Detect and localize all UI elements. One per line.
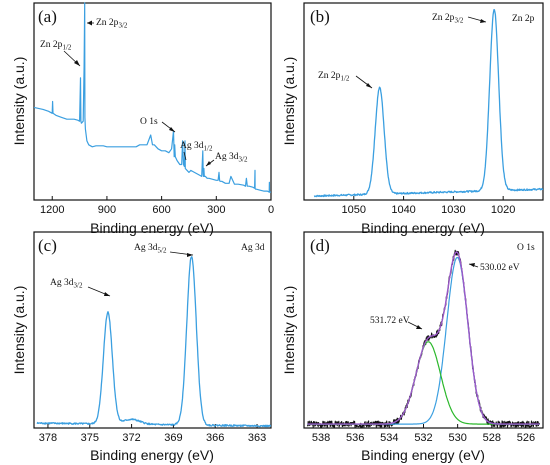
panel-c-annotation-ag3d32: Ag 3d3/2 bbox=[50, 278, 83, 290]
panel-a-series-line bbox=[33, 2, 271, 193]
panel-d-y-axis-label: Intensity (a.u.) bbox=[281, 286, 297, 375]
panel-c-y-axis-label: Intensity (a.u.) bbox=[11, 286, 27, 375]
panel-d-component-line-530.02 bbox=[307, 256, 540, 425]
panel-a-x-tick-label-3: 300 bbox=[207, 204, 225, 216]
panel-d-x-tick-label-6: 526 bbox=[517, 432, 535, 444]
panel-d-corner-label: O 1s bbox=[517, 243, 535, 253]
panel-c-annotation-ag3d52: Ag 3d5/2 bbox=[134, 243, 167, 255]
panel-a-arrowhead-ag3d32 bbox=[206, 161, 211, 166]
panel-c-arrowhead-ag3d52 bbox=[187, 253, 193, 257]
panel-b-zn2p-spectrum: 1050 1040 1030 1020 (b) Zn 2p Binding energ… bbox=[281, 2, 544, 236]
panel-c-x-ticks: 378 375 372 369 366 363 bbox=[39, 424, 266, 444]
panel-d-plot-frame bbox=[303, 231, 544, 429]
panel-c-x-tick-label-3: 369 bbox=[164, 432, 182, 444]
panel-d-o1s-spectrum: 538 536 534 532 530 528 526 (d) O 1s Binding e… bbox=[281, 231, 544, 463]
panel-d-x-tick-label-1: 536 bbox=[346, 432, 364, 444]
panel-b-x-ticks: 1050 1040 1030 1020 bbox=[342, 196, 515, 216]
panel-b-x-axis-label: Binding energy (eV) bbox=[361, 220, 485, 236]
panel-d-arrowhead-531 bbox=[416, 325, 422, 329]
panel-b-annotation-zn2p32: Zn 2p3/2 bbox=[432, 13, 464, 25]
panel-d-annotation-531: 531.72 eV bbox=[370, 316, 410, 326]
panel-d-x-axis-label: Binding energy (eV) bbox=[361, 447, 485, 463]
panel-d-x-tick-label-0: 538 bbox=[312, 432, 330, 444]
panel-b-spectrum-line bbox=[313, 8, 544, 198]
panel-a-x-axis-label: Binding energy (eV) bbox=[90, 220, 214, 236]
panel-a-y-axis-label: Intensity (a.u.) bbox=[11, 57, 27, 146]
panel-d-envelope-fit-line bbox=[307, 251, 540, 425]
panel-d-arrowhead-530 bbox=[469, 263, 475, 267]
panel-a-annotation-ag3d32: Ag 3d3/2 bbox=[215, 152, 248, 164]
panel-d-component-line-531.72 bbox=[307, 341, 540, 425]
panel-b-plot-frame bbox=[303, 2, 544, 201]
panel-a-arrowhead-o1s bbox=[169, 127, 175, 132]
panel-c-spectrum-line bbox=[36, 256, 272, 428]
panel-b-arrowhead-zn2p12 bbox=[366, 83, 372, 88]
panel-c-x-tick-label-0: 378 bbox=[39, 432, 57, 444]
panel-a-arrowhead-zn2p32 bbox=[87, 20, 92, 26]
panel-d-x-tick-label-3: 532 bbox=[414, 432, 432, 444]
panel-b-corner-label: Zn 2p bbox=[512, 14, 535, 24]
panel-d-x-tick-label-4: 530 bbox=[448, 432, 466, 444]
panel-d-x-tick-label-5: 528 bbox=[483, 432, 501, 444]
panel-a-x-tick-label-4: 0 bbox=[268, 204, 274, 216]
panel-a-x-tick-label-0: 1200 bbox=[40, 204, 64, 216]
panel-d-raw-data-line bbox=[306, 249, 541, 428]
panel-c-plot-frame bbox=[33, 231, 272, 429]
panel-c-corner-label: Ag 3d bbox=[241, 243, 265, 253]
panel-a-annotation-zn2p32: Zn 2p3/2 bbox=[96, 18, 128, 30]
panel-c-x-tick-label-1: 375 bbox=[81, 432, 99, 444]
panel-a-spectrum-line bbox=[33, 2, 271, 193]
panel-b-annotation-zn2p12: Zn 2p1/2 bbox=[318, 71, 350, 83]
panel-c-ag3d-spectrum: 378 375 372 369 366 363 (c) Ag 3d Binding ene… bbox=[11, 231, 272, 463]
panel-a-arrow-ag3d12 bbox=[183, 151, 187, 161]
panel-c-arrowhead-ag3d32 bbox=[104, 292, 110, 296]
panel-b-y-axis-label: Intensity (a.u.) bbox=[281, 57, 297, 146]
panel-d-x-tick-label-2: 534 bbox=[380, 432, 398, 444]
panel-b-series-line bbox=[313, 8, 544, 198]
panel-a-annotation-zn2p12: Zn 2p1/2 bbox=[40, 40, 72, 52]
panel-b-x-tick-label-2: 1030 bbox=[441, 204, 465, 216]
panel-a-x-tick-label-1: 900 bbox=[98, 204, 116, 216]
panel-b-x-tick-label-0: 1050 bbox=[342, 204, 366, 216]
panel-d-x-ticks: 538 536 534 532 530 528 526 bbox=[312, 424, 535, 444]
panel-a-x-tick-label-2: 600 bbox=[152, 204, 170, 216]
panel-a-arrowhead-zn2p12 bbox=[74, 60, 80, 66]
panel-b-x-tick-label-3: 1020 bbox=[491, 204, 515, 216]
panel-a-label: (a) bbox=[38, 7, 57, 26]
panel-b-arrowhead-zn2p32 bbox=[480, 19, 486, 23]
panel-c-label: (c) bbox=[38, 236, 57, 255]
panel-c-x-axis-label: Binding energy (eV) bbox=[90, 447, 214, 463]
panel-d-annotation-530: 530.02 eV bbox=[480, 263, 520, 273]
panel-a-survey-spectrum: 1200 900 600 300 0 (a) Binding energy (eV) I… bbox=[11, 2, 274, 236]
panel-a-plot-frame bbox=[33, 2, 272, 201]
panel-c-series-line bbox=[36, 256, 272, 428]
panel-a-annotation-ag3d12: Ag 3d1/2 bbox=[180, 141, 213, 153]
panel-d-label: (d) bbox=[310, 236, 330, 255]
panel-c-x-tick-label-5: 363 bbox=[248, 432, 266, 444]
panel-c-x-tick-label-4: 366 bbox=[206, 432, 224, 444]
panel-b-x-tick-label-1: 1040 bbox=[391, 204, 415, 216]
panel-b-label: (b) bbox=[310, 7, 330, 26]
panel-a-annotation-o1s: O 1s bbox=[140, 117, 158, 127]
panel-a-x-ticks: 1200 900 600 300 0 bbox=[40, 196, 274, 216]
panel-c-x-tick-label-2: 372 bbox=[122, 432, 140, 444]
panel-d-fit-lines bbox=[306, 249, 541, 428]
